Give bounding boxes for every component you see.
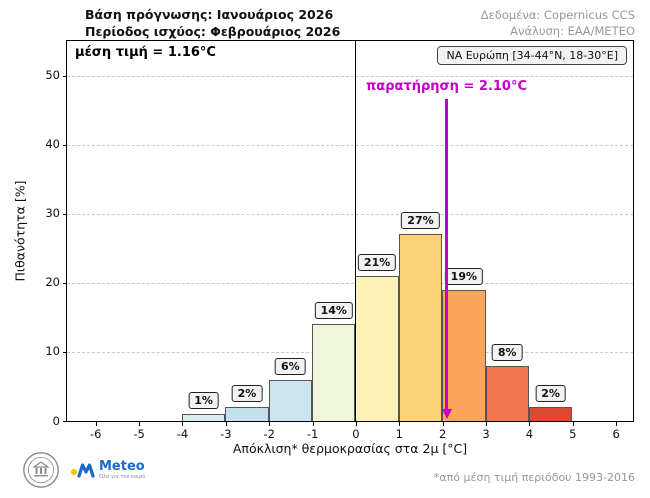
- footnote: *από μέση τιμή περιόδου 1993-2016: [433, 471, 635, 484]
- histogram-bar: [181, 414, 226, 421]
- x-tick-label: 2: [438, 427, 447, 441]
- analysis-label: Ανάλυση: ΕΑΑ/ΜΕΤΕΟ: [510, 24, 635, 38]
- y-tick-mark: [62, 421, 67, 422]
- gridline: [67, 282, 633, 284]
- y-tick-mark: [62, 282, 67, 284]
- y-tick-label: 20: [45, 275, 60, 290]
- y-tick-mark: [62, 144, 67, 146]
- y-tick-mark: [62, 351, 67, 353]
- x-tick-label: 3: [482, 427, 490, 441]
- histogram-bar: [355, 275, 399, 421]
- y-tick-label: 10: [45, 344, 60, 359]
- observation-arrowhead: [441, 409, 452, 419]
- gridline: [67, 144, 633, 146]
- x-tick-mark: [616, 421, 618, 426]
- meteo-wordmark: Meteo Όλα για τον καιρό: [99, 460, 145, 480]
- x-tick-label: -6: [89, 427, 102, 441]
- x-tick-mark: [399, 421, 401, 426]
- histogram-bar: [528, 407, 573, 421]
- histogram-bar: [312, 324, 356, 421]
- histogram-bar: [398, 234, 443, 421]
- meteo-tagline: Όλα για τον καιρό: [99, 474, 146, 480]
- forecast-base-label: Βάση πρόγνωσης: Ιανουάριος 2026: [85, 7, 334, 22]
- x-tick-mark: [572, 421, 574, 426]
- y-tick-label: 0: [52, 413, 60, 428]
- plot-inner: μέση τιμή = 1.16°C ΝΑ Ευρώπη [34-44°N, 1…: [67, 41, 633, 421]
- region-badge: ΝΑ Ευρώπη [34-44°N, 18-30°E]: [437, 46, 627, 65]
- x-tick-mark: [355, 421, 357, 426]
- x-tick-mark: [312, 421, 314, 426]
- x-tick-mark: [442, 421, 444, 426]
- observation-label: παρατήρηση = 2.10°C: [365, 79, 528, 94]
- x-axis-title: Απόκλιση* θερμοκρασίας στα 2μ [°C]: [232, 441, 468, 456]
- x-tick-label: -3: [220, 427, 232, 441]
- bar-value-badge: 2%: [535, 385, 566, 403]
- x-tick-mark: [139, 421, 141, 426]
- y-tick-label: 50: [45, 68, 60, 83]
- plot-area: μέση τιμή = 1.16°C ΝΑ Ευρώπη [34-44°N, 1…: [66, 40, 634, 422]
- gridline: [67, 75, 633, 77]
- bar-value-badge: 1%: [188, 392, 219, 410]
- data-source-label: Δεδομένα: Copernicus CCS: [480, 8, 635, 22]
- x-tick-label: 6: [612, 427, 620, 441]
- logo-row: Meteo Όλα για τον καιρό: [22, 451, 145, 489]
- x-tick-mark: [182, 421, 184, 426]
- histogram-bar: [268, 379, 313, 421]
- y-tick-label: 40: [45, 137, 60, 152]
- observation-arrow: [441, 99, 452, 419]
- bar-value-badge: 8%: [491, 343, 523, 361]
- header-right: Δεδομένα: Copernicus CCS Ανάλυση: ΕΑΑ/ΜΕ…: [481, 7, 635, 39]
- valid-period-label: Περίοδος ισχύος: Φεβρουάριος 2026: [85, 24, 341, 39]
- x-tick-label: -2: [263, 427, 275, 441]
- x-tick-label: 1: [395, 427, 403, 441]
- x-tick-mark: [529, 421, 531, 426]
- bar-value-badge: 6%: [275, 357, 306, 375]
- y-tick-label: 30: [45, 206, 60, 221]
- x-tick-label: -4: [176, 427, 189, 441]
- x-tick-label: -1: [306, 427, 319, 441]
- x-tick-mark: [225, 421, 227, 426]
- x-tick-mark: [95, 421, 97, 426]
- y-tick-mark: [62, 213, 67, 215]
- header-left: Βάση πρόγνωσης: Ιανουάριος 2026 Περίοδος…: [85, 6, 340, 40]
- x-tick-mark: [269, 421, 271, 426]
- x-tick-label: -5: [133, 427, 145, 441]
- observatory-seal-icon: [23, 452, 59, 488]
- histogram-bar: [442, 289, 486, 421]
- bar-value-badge: 14%: [314, 302, 353, 320]
- y-axis-title: Πιθανότητα [%]: [12, 180, 28, 282]
- x-tick-label: 0: [352, 427, 360, 441]
- histogram-bar: [485, 365, 529, 421]
- x-tick-mark: [486, 421, 488, 426]
- meteo-name: Meteo: [99, 459, 145, 474]
- x-tick-label: 4: [525, 427, 534, 441]
- bar-value-badge: 2%: [231, 385, 263, 403]
- meteo-m-icon: [71, 463, 95, 478]
- mean-value-label: μέση τιμή = 1.16°C: [75, 45, 216, 60]
- x-tick-label: 5: [569, 427, 577, 441]
- histogram-bar: [225, 407, 269, 421]
- bar-value-badge: 19%: [444, 267, 484, 285]
- bar-value-badge: 21%: [357, 253, 397, 271]
- meteo-logo: Meteo Όλα για τον καιρό: [70, 460, 145, 480]
- gridline: [67, 213, 633, 215]
- y-tick-mark: [62, 75, 67, 77]
- bar-value-badge: 27%: [401, 212, 440, 230]
- zero-reference-line: [354, 41, 357, 421]
